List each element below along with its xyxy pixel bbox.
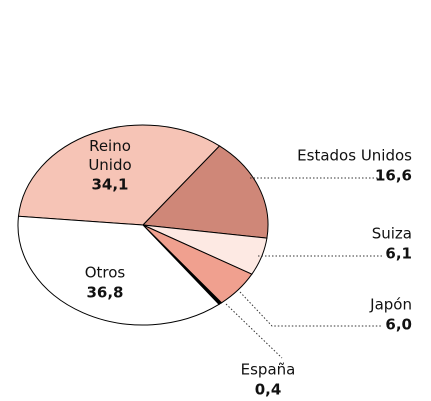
slice-label: Reino Unido [88,137,131,174]
leader-line [225,303,283,359]
label-line: Reino [89,137,131,155]
slice-label: Japón [369,296,412,314]
pie-slice [141,145,269,239]
slice-label: Suiza [372,225,412,243]
pie-slice [17,124,221,226]
value-label: 16,6 [375,167,412,185]
value-label: 6,0 [385,316,412,334]
pie [17,124,269,326]
slice-label: Estados Unidos [297,147,412,165]
value-label: 0,4 [255,381,282,399]
leader-line [239,291,382,327]
value-label: 34,1 [91,176,128,194]
value-label: 6,1 [385,245,412,263]
pie-slice [17,215,220,326]
label-line: Unido [88,156,131,174]
slice-label: España [241,361,296,379]
value-label: 36,8 [86,284,123,302]
slice-label: Otros [85,264,126,282]
